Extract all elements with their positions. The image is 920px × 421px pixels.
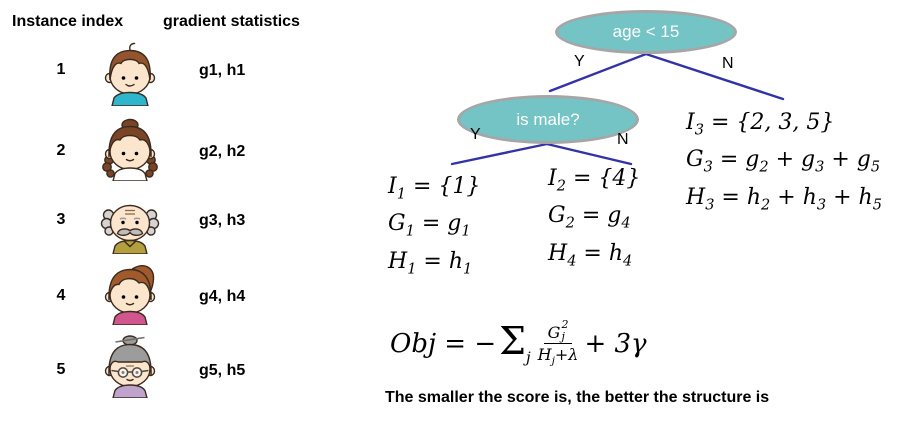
numerator-subscript: j (561, 329, 565, 343)
child-yes-label: Y (470, 126, 481, 143)
numerator-superscript: 2 (561, 318, 569, 331)
root-no-label: N (722, 55, 734, 72)
leaf-2-g: G2 = g4 (548, 203, 631, 232)
instance-index-5: 5 (56, 361, 66, 378)
tree-node-is-male-label: is male? (516, 109, 580, 129)
gradient-stat-3: g3, h3 (199, 212, 246, 229)
leaf-1-h: H1 = h1 (388, 248, 473, 278)
avatar-old-man (100, 204, 160, 254)
leaf-3-instances: I3 = {2, 3, 5} (686, 110, 835, 139)
leaf-3-stats: I3 = {2, 3, 5} G3 = g2 + g3 + g5 H3 = h2… (686, 108, 882, 220)
instance-index-2: 2 (56, 142, 66, 159)
fraction-denominator: Hj+λ (537, 345, 579, 368)
gradient-stat-2: g2, h2 (199, 143, 246, 160)
instance-index-3: 3 (56, 211, 66, 228)
leaf-2-instances: I2 = {4} (548, 166, 641, 195)
child-no-label: N (617, 131, 629, 148)
leaf-2-stats: I2 = {4} G2 = g4 H4 = h4 (548, 164, 640, 276)
tree-node-age-label: age < 15 (612, 22, 680, 41)
leaf-1-instances: I1 = {1} (388, 174, 481, 203)
leaf-1-g: G1 = g1 (388, 211, 471, 240)
gradient-statistics-header: gradient statistics (163, 13, 300, 30)
avatar-old-woman (104, 335, 156, 398)
gradient-stat-4: g4, h4 (199, 288, 246, 305)
gradient-stat-1: g1, h1 (199, 62, 246, 79)
leaf-3-h: H3 = h2 + h3 + h5 (686, 184, 882, 214)
root-yes-label: Y (574, 53, 585, 70)
objective-prefix: Obj = − (390, 329, 497, 360)
tree-node-is-male: is male? (457, 95, 639, 144)
instance-index-4: 4 (56, 287, 66, 304)
instance-index-header: Instance index (12, 13, 124, 30)
leaf-2-h: H4 = h4 (548, 240, 633, 270)
avatar-girl (102, 118, 158, 181)
avatar-woman (104, 265, 156, 325)
sigma-subscript: j (526, 348, 531, 367)
instance-index-1: 1 (56, 61, 66, 78)
caption-text: The smaller the score is, the better the… (385, 389, 770, 406)
branch-root-no (644, 52, 785, 101)
leaf-3-g: G3 = g2 + g3 + g5 (686, 147, 881, 176)
gradient-stat-5: g5, h5 (199, 362, 246, 379)
sigma-symbol: Σj (499, 319, 531, 367)
avatar-boy (104, 42, 156, 106)
leaf-1-stats: I1 = {1} G1 = g1 H1 = h1 (388, 172, 480, 284)
tree-node-age: age < 15 (555, 10, 737, 54)
branch-child-yes (450, 142, 549, 166)
objective-suffix: + 3γ (584, 329, 647, 360)
branch-root-yes (548, 52, 648, 93)
